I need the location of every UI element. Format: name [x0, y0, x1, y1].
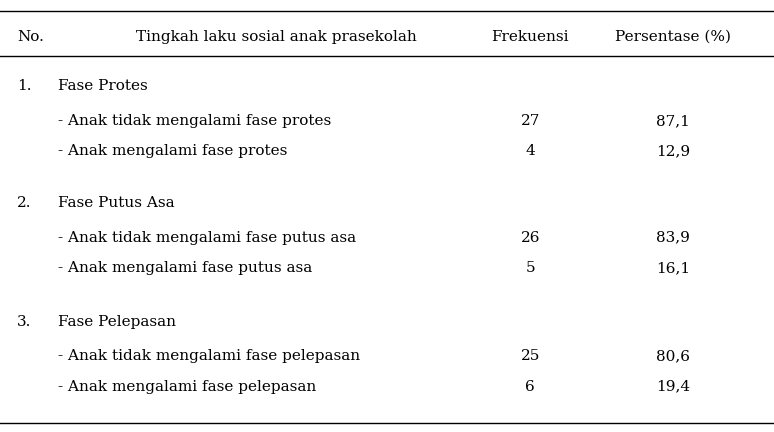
Text: Frekuensi: Frekuensi [491, 30, 569, 44]
Text: No.: No. [17, 30, 44, 44]
Text: Fase Protes: Fase Protes [58, 79, 148, 93]
Text: Fase Pelepasan: Fase Pelepasan [58, 315, 176, 329]
Text: 80,6: 80,6 [656, 349, 690, 363]
Text: - Anak tidak mengalami fase pelepasan: - Anak tidak mengalami fase pelepasan [58, 349, 360, 363]
Text: - Anak mengalami fase protes: - Anak mengalami fase protes [58, 144, 287, 158]
Text: 4: 4 [526, 144, 535, 158]
Text: 6: 6 [526, 380, 535, 394]
Text: 1.: 1. [17, 79, 32, 93]
Text: 2.: 2. [17, 196, 32, 210]
Text: Fase Putus Asa: Fase Putus Asa [58, 196, 175, 210]
Text: 83,9: 83,9 [656, 231, 690, 245]
Text: - Anak tidak mengalami fase protes: - Anak tidak mengalami fase protes [58, 114, 331, 128]
Text: 87,1: 87,1 [656, 114, 690, 128]
Text: 19,4: 19,4 [656, 380, 690, 394]
Text: Tingkah laku sosial anak prasekolah: Tingkah laku sosial anak prasekolah [136, 30, 417, 44]
Text: Persentase (%): Persentase (%) [615, 30, 731, 44]
Text: 27: 27 [520, 114, 540, 128]
Text: 16,1: 16,1 [656, 261, 690, 275]
Text: - Anak mengalami fase putus asa: - Anak mengalami fase putus asa [58, 261, 312, 275]
Text: - Anak mengalami fase pelepasan: - Anak mengalami fase pelepasan [58, 380, 317, 394]
Text: 25: 25 [520, 349, 540, 363]
Text: 26: 26 [520, 231, 540, 245]
Text: 3.: 3. [17, 315, 32, 329]
Text: 5: 5 [526, 261, 535, 275]
Text: 12,9: 12,9 [656, 144, 690, 158]
Text: - Anak tidak mengalami fase putus asa: - Anak tidak mengalami fase putus asa [58, 231, 356, 245]
